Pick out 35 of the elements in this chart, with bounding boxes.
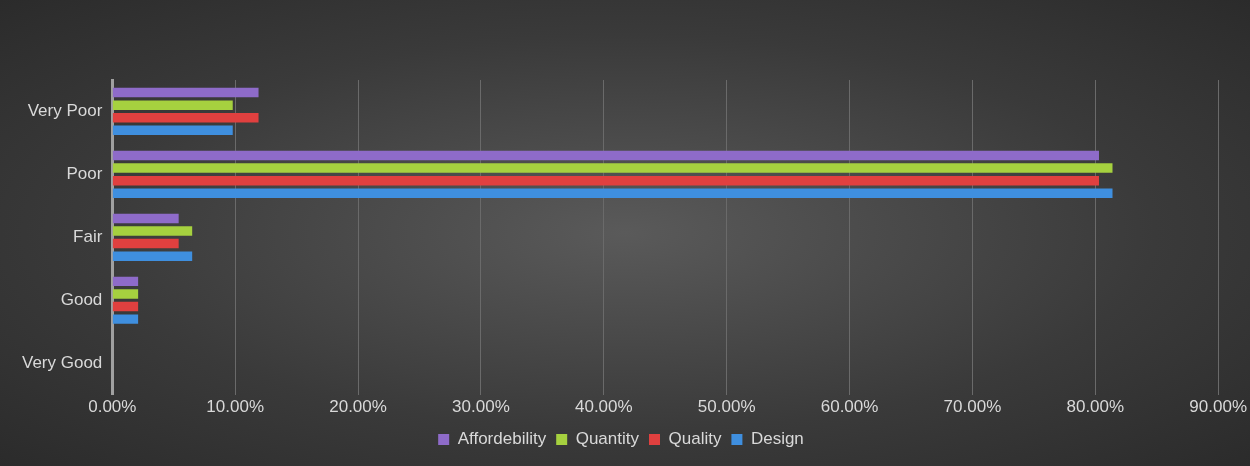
legend-label: Affordebility — [457, 429, 547, 449]
bar — [112, 163, 1113, 173]
y-tick-label: Poor — [66, 164, 103, 184]
bar — [112, 150, 1099, 161]
y-tick-label: Very Good — [22, 352, 103, 372]
legend-label: Quality — [668, 429, 722, 449]
y-tick-label: Fair — [73, 226, 103, 246]
x-tick-label: 10.00% — [206, 397, 265, 417]
bar — [112, 175, 1099, 186]
x-tick-label: 20.00% — [329, 397, 387, 417]
bar — [112, 213, 179, 224]
x-tick-label: 90.00% — [1189, 397, 1248, 417]
x-tick-label: 70.00% — [943, 397, 1002, 417]
bar — [112, 125, 233, 136]
x-tick-label: 50.00% — [697, 397, 756, 417]
bar — [112, 276, 139, 287]
bar — [112, 314, 139, 324]
bar — [112, 289, 139, 299]
legend-label: Quantity — [575, 429, 640, 449]
y-tick-label: Very Poor — [27, 101, 103, 121]
bar — [112, 188, 1113, 198]
bar — [112, 251, 193, 261]
legend-label: Design — [750, 429, 804, 449]
x-tick-label: 0.00% — [88, 397, 137, 417]
bar — [112, 301, 139, 312]
bar — [112, 113, 259, 123]
bar — [112, 226, 193, 236]
x-tick-label: 30.00% — [452, 397, 510, 417]
bar — [112, 238, 179, 249]
x-tick-label: 80.00% — [1066, 397, 1125, 417]
bar — [112, 100, 233, 110]
x-tick-label: 60.00% — [820, 397, 879, 417]
x-tick-label: 40.00% — [574, 397, 633, 417]
bar — [112, 87, 259, 98]
y-tick-label: Good — [60, 289, 103, 309]
